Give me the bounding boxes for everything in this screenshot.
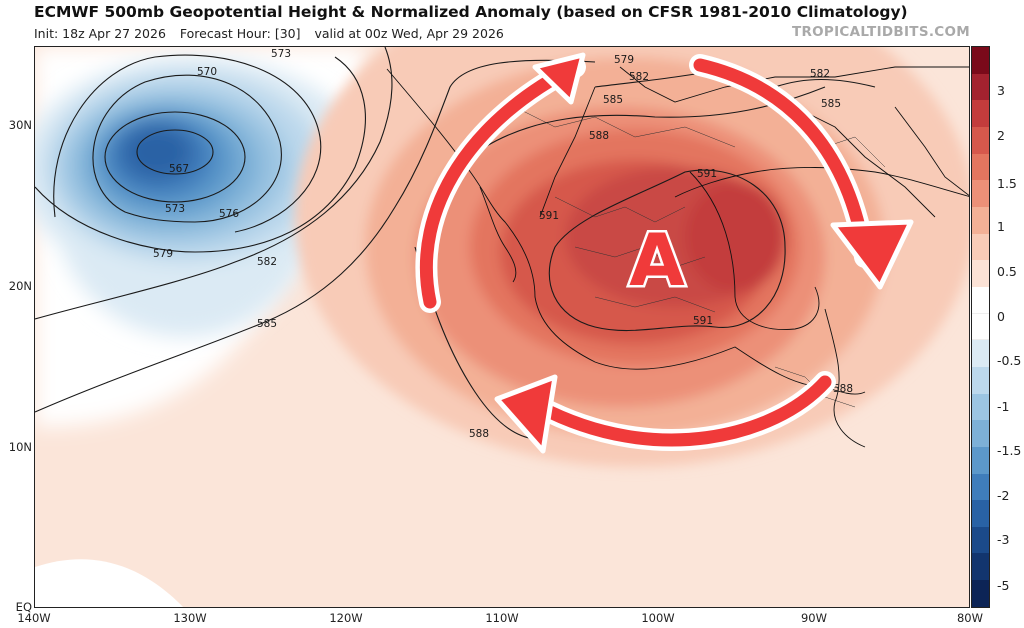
source-credit: TROPICALTIDBITS.COM xyxy=(791,24,970,40)
colorbar-swatch xyxy=(972,366,989,394)
colorbar-swatch xyxy=(972,73,989,101)
contour-label: 588 xyxy=(589,130,609,142)
contour-585 xyxy=(35,59,596,413)
contour-label: 573 xyxy=(271,48,291,60)
colorbar-swatch xyxy=(972,180,989,207)
colorbar-label: -2 xyxy=(997,488,1010,503)
arrowhead-south xyxy=(494,374,558,454)
ridge-anomaly xyxy=(295,47,969,467)
contour-label: 591 xyxy=(693,315,713,327)
colorbar-swatch xyxy=(972,553,989,581)
arrow-south xyxy=(533,375,832,447)
arrowhead-northeast xyxy=(830,219,914,290)
lon-tick-label: 110W xyxy=(485,611,519,625)
contour-label: 585 xyxy=(257,318,277,330)
arrow-northeast xyxy=(693,58,872,264)
valid-time: valid at 00z Wed, Apr 29 2026 xyxy=(314,26,504,41)
contour-label: 591 xyxy=(539,210,559,222)
lat-tick-label: 20N xyxy=(8,279,32,293)
colorbar-label: -0.5 xyxy=(997,353,1022,368)
colorbar-label: 1.5 xyxy=(997,176,1017,191)
colorbar-label: -1 xyxy=(997,399,1010,414)
colorbar-label: 0 xyxy=(997,309,1005,324)
contour-591 xyxy=(548,169,786,332)
colorbar-swatch xyxy=(972,340,989,367)
colorbar-swatch xyxy=(972,526,989,554)
lon-tick-label: 140W xyxy=(17,611,51,625)
colorbar-swatch xyxy=(972,313,989,341)
contour-567 xyxy=(136,129,214,175)
trough-anomaly xyxy=(35,57,370,337)
colorbar-label: 3 xyxy=(997,83,1005,98)
contour-label: 579 xyxy=(153,248,173,260)
contour-570 xyxy=(104,111,246,203)
init-time: Init: 18z Apr 27 2026 xyxy=(34,26,166,41)
contour-label: 588 xyxy=(833,383,853,395)
contour-582 xyxy=(35,47,393,320)
colorbar-label: -5 xyxy=(997,578,1010,593)
contour-573 xyxy=(92,74,282,223)
contour-label: 591 xyxy=(697,168,717,180)
colorbar-swatch xyxy=(972,286,989,314)
colorbar-swatch xyxy=(972,126,989,154)
colorbar-swatch xyxy=(972,47,989,74)
lon-tick-label: 80W xyxy=(956,611,983,625)
colorbar-swatch xyxy=(972,153,989,181)
contour-label: 585 xyxy=(603,94,623,106)
arrowhead-northwest xyxy=(532,52,586,105)
colorbar-swatch xyxy=(972,473,989,501)
contour-label: 585 xyxy=(821,98,841,110)
colorbar-swatch xyxy=(972,233,989,261)
anticyclone-marker: A xyxy=(629,218,685,302)
map-subtitle: Init: 18z Apr 27 2026 Forecast Hour: [30… xyxy=(34,26,514,41)
colorbar-swatch xyxy=(972,446,989,474)
forecast-hour: Forecast Hour: [30] xyxy=(179,26,301,41)
anomaly-colorbar xyxy=(971,46,990,608)
lon-tick-label: 120W xyxy=(329,611,363,625)
contour-label: 576 xyxy=(219,208,239,220)
contour-label: 588 xyxy=(469,428,489,440)
contour-579 xyxy=(35,56,366,253)
circulation-arrows: A xyxy=(415,52,914,454)
lat-tick-label: EQ xyxy=(15,600,32,614)
map-svg: 570 567 573 573 576 579 579 582 582 582 … xyxy=(35,47,969,607)
contour-576 xyxy=(53,54,322,233)
colorbar-label: 2 xyxy=(997,128,1005,143)
lat-tick-label: 30N xyxy=(8,118,32,132)
neutral-anomaly-south xyxy=(35,559,183,607)
contour-label: 567 xyxy=(169,163,189,175)
contour-label: 582 xyxy=(629,71,649,83)
contour-label: 582 xyxy=(257,256,277,268)
contour-label: 573 xyxy=(165,203,185,215)
colorbar-swatch xyxy=(972,500,989,527)
map-title: ECMWF 500mb Geopotential Height & Normal… xyxy=(34,3,908,21)
lat-tick-label: 10N xyxy=(8,440,32,454)
colorbar-label: 1 xyxy=(997,219,1005,234)
colorbar-swatch xyxy=(972,393,989,421)
lon-tick-label: 130W xyxy=(173,611,207,625)
colorbar-swatch xyxy=(972,206,989,234)
lon-tick-label: 100W xyxy=(641,611,675,625)
contour-label: 570 xyxy=(197,66,217,78)
colorbar-swatch xyxy=(972,420,989,447)
lon-tick-label: 90W xyxy=(800,611,827,625)
colorbar-swatch xyxy=(972,580,989,607)
colorbar-label: -3 xyxy=(997,532,1010,547)
contour-label: 579 xyxy=(614,54,634,66)
anomaly-map: 570 567 573 573 576 579 579 582 582 582 … xyxy=(34,46,970,608)
colorbar-label: 0.5 xyxy=(997,264,1017,279)
colorbar-swatch xyxy=(972,100,989,127)
colorbar-swatch xyxy=(972,260,989,287)
colorbar-label: -1.5 xyxy=(997,443,1022,458)
arrow-northwest xyxy=(419,60,582,309)
contour-582-east xyxy=(774,79,876,88)
contour-labels: 570 567 573 573 576 579 579 582 582 582 … xyxy=(153,48,853,440)
contour-label: 582 xyxy=(810,68,830,80)
